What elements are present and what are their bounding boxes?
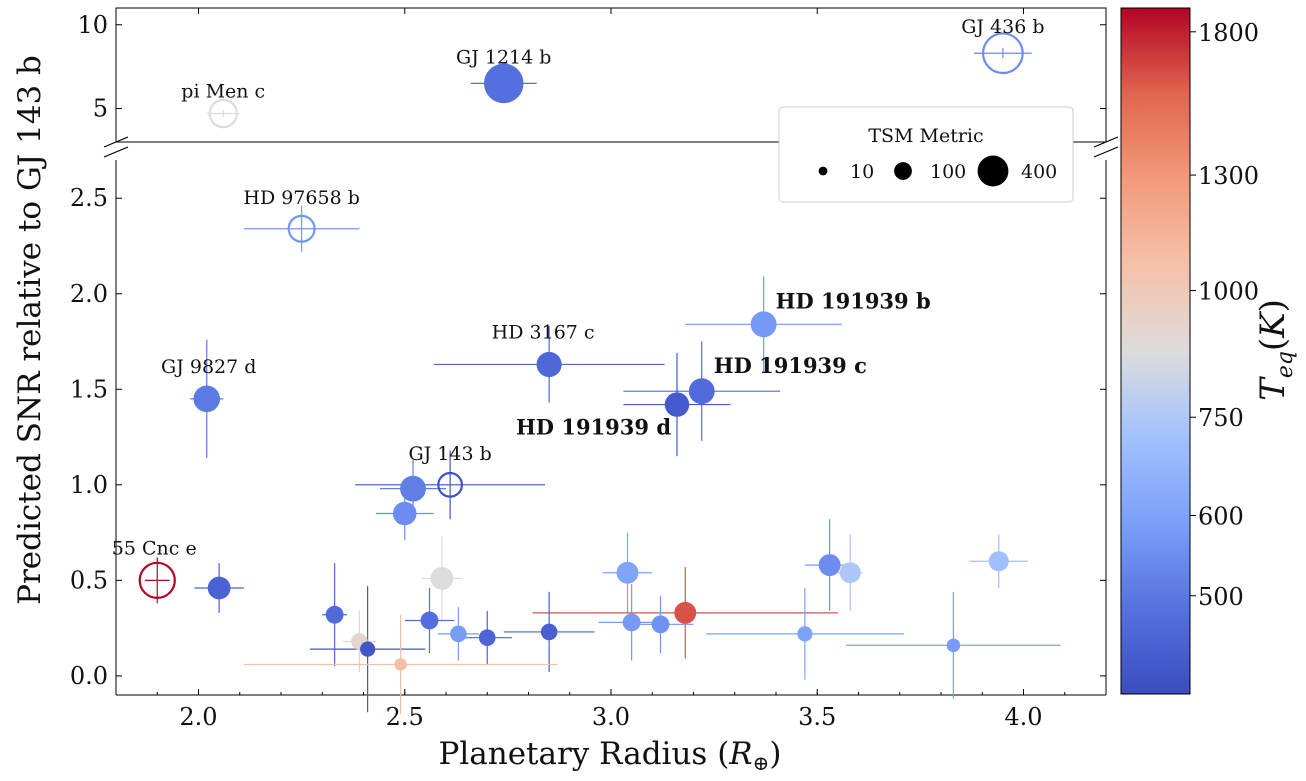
legend-label: 100	[930, 161, 966, 183]
x-tick-label: 2.5	[386, 703, 424, 731]
axis-break-mark	[1093, 136, 1119, 148]
point-label: GJ 143 b	[408, 443, 491, 465]
y-tick-label: 0.0	[70, 662, 108, 690]
point-labels: GJ 436 b GJ 1214 b pi Men c HD 97658 b HD 19…	[112, 16, 1045, 559]
point	[400, 475, 426, 502]
axis-break-mark	[1093, 146, 1119, 158]
colorbar-tick-label: 1800	[1198, 19, 1259, 47]
point-label: HD 3167 c	[492, 321, 595, 343]
point	[360, 641, 376, 657]
colorbar-tick-label: 1000	[1198, 278, 1259, 306]
point-55-cnc-e	[138, 561, 176, 600]
x-axis-ticks: 2.0 2.5 3.0 3.5 4.0	[115, 8, 1107, 731]
x-axis-label: Planetary Radius (R⊕)	[438, 736, 781, 775]
point-gj-143-b	[437, 471, 464, 498]
point	[450, 625, 467, 643]
point-hd-191939-b	[750, 311, 777, 338]
point	[839, 562, 861, 584]
point-hd-3167-c	[536, 351, 562, 378]
point-label: HD 191939 c	[714, 353, 867, 378]
colorbar-tick-label: 500	[1198, 583, 1244, 611]
colorbar-ticks: 500 600 750 1000 1300 1800	[1190, 19, 1259, 611]
point	[946, 638, 961, 653]
colorbar-label: Teq(K)	[1253, 299, 1298, 401]
y-tick-label-upper: 5	[93, 95, 108, 123]
point	[420, 611, 439, 630]
colorbar: 500 600 750 1000 1300 1800 Teq(K)	[1120, 7, 1298, 695]
point	[325, 605, 344, 624]
point	[988, 551, 1009, 572]
point-gj-436-b	[981, 32, 1024, 75]
x-tick-label: 3.0	[592, 703, 630, 731]
point-hd-97658-b	[287, 214, 316, 243]
point-label: HD 97658 b	[243, 187, 360, 209]
y-tick-label: 1.0	[70, 471, 108, 499]
y-tick-label: 1.5	[70, 375, 108, 403]
x-axis-label-symbol: R	[728, 736, 752, 772]
point	[622, 613, 641, 632]
legend-label: 10	[850, 161, 874, 183]
axis-break-mark	[103, 136, 129, 148]
y-tick-label: 0.5	[70, 566, 108, 594]
legend-title: TSM Metric	[868, 125, 983, 147]
point-label: HD 191939 b	[776, 288, 931, 313]
axis-break-mark	[103, 146, 129, 158]
x-tick-label: 2.0	[179, 703, 217, 731]
point-gj-1214-b	[483, 63, 524, 104]
colorbar-tick-label: 1300	[1198, 162, 1259, 190]
y-tick-label: 2.5	[70, 184, 108, 212]
legend-box	[778, 106, 1074, 203]
point	[392, 501, 417, 526]
legend-entries: 10 100 400	[818, 155, 1057, 187]
point-label: GJ 1214 b	[456, 46, 551, 68]
y-axis-label: Predicted SNR relative to GJ 143 b	[12, 55, 48, 605]
colorbar-tick-label: 750	[1198, 404, 1244, 432]
colorbar-tick-label: 600	[1198, 502, 1244, 530]
legend-label: 400	[1021, 161, 1057, 183]
point-label: GJ 9827 d	[161, 356, 256, 378]
point	[540, 623, 558, 641]
point	[797, 626, 813, 642]
legend-marker	[818, 166, 828, 176]
point-hd-191939-c	[688, 378, 715, 405]
legend-marker	[894, 162, 912, 180]
x-axis-label-subscript: ⊕	[753, 751, 770, 775]
data-markers	[138, 32, 1024, 671]
colorbar-gradient	[1120, 7, 1191, 695]
point	[818, 554, 841, 577]
x-tick-label: 4.0	[1004, 703, 1042, 731]
x-tick-label: 3.5	[798, 703, 836, 731]
point-label: HD 191939 d	[516, 415, 671, 440]
y-tick-label: 2.0	[70, 280, 108, 308]
x-axis-label-close: )	[769, 736, 781, 772]
point-gj-9827-d	[193, 385, 221, 413]
point	[674, 601, 697, 624]
x-axis-label-text: Planetary Radius (	[438, 736, 729, 772]
point-label: GJ 436 b	[961, 16, 1044, 38]
point	[478, 629, 496, 646]
point	[394, 658, 407, 671]
legend: TSM Metric 10 100 400	[778, 106, 1074, 203]
point	[616, 561, 639, 584]
y-axis-ticks: 0.0 0.5 1.0 1.5 2.0 2.5 5 10	[70, 11, 1106, 690]
point-pi-men-c	[208, 98, 238, 129]
point-label: 55 Cnc e	[112, 537, 197, 559]
point-label: pi Men c	[181, 81, 265, 103]
y-tick-label-upper: 10	[77, 11, 108, 39]
point	[430, 567, 454, 590]
legend-marker	[977, 155, 1009, 187]
point-hd-191939-d	[664, 392, 690, 417]
point	[207, 576, 231, 600]
point	[651, 615, 670, 634]
